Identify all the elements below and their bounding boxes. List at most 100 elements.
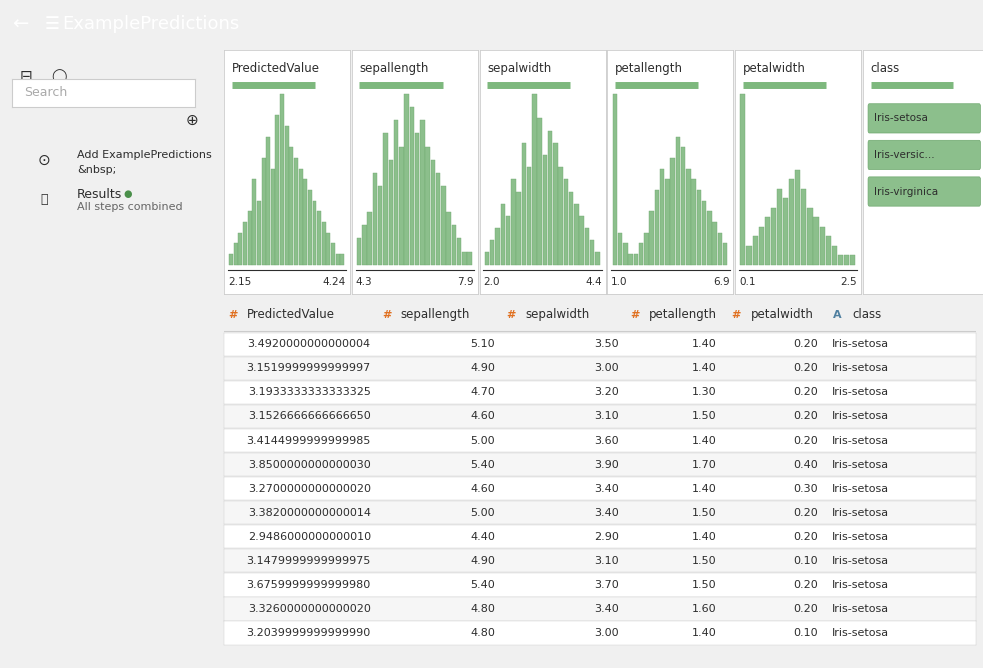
Bar <box>765 217 770 265</box>
Text: Iris-virginica: Iris-virginica <box>874 186 939 196</box>
Text: Iris-setosa: Iris-setosa <box>832 508 889 518</box>
Bar <box>759 226 764 265</box>
Bar <box>843 255 849 265</box>
Text: 0.20: 0.20 <box>793 532 818 542</box>
Bar <box>415 134 420 265</box>
Bar <box>789 179 794 265</box>
Text: 1.40: 1.40 <box>692 628 717 638</box>
Bar <box>753 236 758 265</box>
Bar <box>495 228 499 265</box>
Text: Add ExamplePredictions: Add ExamplePredictions <box>77 150 211 160</box>
Text: 1.30: 1.30 <box>692 387 717 397</box>
Text: Iris-setosa: Iris-setosa <box>832 460 889 470</box>
Bar <box>441 186 445 265</box>
Text: 7.9: 7.9 <box>457 277 474 287</box>
Text: 1.50: 1.50 <box>692 556 717 566</box>
Text: 3.10: 3.10 <box>595 556 619 566</box>
Bar <box>681 148 685 265</box>
Text: 3.2039999999999990: 3.2039999999999990 <box>247 628 371 638</box>
Text: #: # <box>228 310 237 319</box>
Bar <box>485 253 490 265</box>
Text: Iris-setosa: Iris-setosa <box>832 604 889 614</box>
Bar <box>243 222 247 265</box>
Bar <box>253 179 257 265</box>
Text: 0.20: 0.20 <box>793 580 818 590</box>
Text: 3.40: 3.40 <box>594 484 619 494</box>
Text: 0.40: 0.40 <box>793 460 818 470</box>
Bar <box>713 222 717 265</box>
Text: 0.30: 0.30 <box>793 484 818 494</box>
Text: 3.60: 3.60 <box>595 436 619 446</box>
Bar <box>771 208 776 265</box>
Text: petallength: petallength <box>615 62 683 75</box>
Bar <box>553 143 557 265</box>
Text: Search: Search <box>25 86 68 100</box>
Bar <box>850 255 855 265</box>
Text: 📋: 📋 <box>40 193 48 206</box>
Text: 0.20: 0.20 <box>793 411 818 422</box>
Text: 3.8500000000000030: 3.8500000000000030 <box>248 460 371 470</box>
Bar <box>569 192 573 265</box>
Text: 4.80: 4.80 <box>470 628 494 638</box>
Bar <box>801 189 806 265</box>
Bar <box>331 243 335 265</box>
Text: 0.20: 0.20 <box>793 436 818 446</box>
Bar <box>313 200 317 265</box>
Bar <box>321 222 325 265</box>
Bar <box>813 217 819 265</box>
Text: ●: ● <box>123 189 132 199</box>
Bar <box>257 200 260 265</box>
Bar <box>285 126 289 265</box>
Bar <box>500 204 505 265</box>
Bar <box>490 240 494 265</box>
Text: 4.24: 4.24 <box>323 277 346 287</box>
Bar <box>723 243 727 265</box>
Text: 1.40: 1.40 <box>692 484 717 494</box>
Text: 4.70: 4.70 <box>470 387 494 397</box>
Bar <box>451 225 456 265</box>
Text: 2.15: 2.15 <box>228 277 251 287</box>
Bar <box>335 254 339 265</box>
Text: Results: Results <box>77 188 122 201</box>
Bar <box>675 137 680 265</box>
Bar <box>446 212 451 265</box>
Text: 1.40: 1.40 <box>692 363 717 373</box>
Text: &nbsp;: &nbsp; <box>77 165 116 175</box>
Text: 5.00: 5.00 <box>470 436 494 446</box>
Bar <box>340 254 344 265</box>
Text: 3.40: 3.40 <box>594 508 619 518</box>
Text: Iris-setosa: Iris-setosa <box>874 114 928 124</box>
Text: 3.1933333333333325: 3.1933333333333325 <box>248 387 371 397</box>
Text: Iris-setosa: Iris-setosa <box>832 387 889 397</box>
Text: sepallength: sepallength <box>401 308 470 321</box>
Text: 3.70: 3.70 <box>594 580 619 590</box>
Bar <box>399 146 403 265</box>
Text: 3.4920000000000004: 3.4920000000000004 <box>248 339 371 349</box>
Text: sepalwidth: sepalwidth <box>525 308 589 321</box>
Bar <box>368 212 372 265</box>
Text: #: # <box>382 310 391 319</box>
Text: ⊕: ⊕ <box>185 112 198 128</box>
Text: 3.3260000000000020: 3.3260000000000020 <box>248 604 371 614</box>
Bar <box>628 254 633 265</box>
Text: Iris-setosa: Iris-setosa <box>832 484 889 494</box>
Bar <box>655 190 659 265</box>
FancyBboxPatch shape <box>868 140 980 170</box>
Bar <box>650 211 654 265</box>
Bar <box>388 160 393 265</box>
Bar <box>326 232 330 265</box>
Bar <box>807 208 813 265</box>
Bar <box>558 167 563 265</box>
Bar <box>318 211 321 265</box>
Bar <box>275 116 279 265</box>
Text: #: # <box>630 310 640 319</box>
Text: ☰: ☰ <box>44 15 59 33</box>
Text: 5.10: 5.10 <box>470 339 494 349</box>
Text: 2.0: 2.0 <box>484 277 500 287</box>
Text: 4.4: 4.4 <box>585 277 602 287</box>
FancyBboxPatch shape <box>868 104 980 133</box>
Bar <box>585 228 589 265</box>
Text: 1.50: 1.50 <box>692 411 717 422</box>
Text: Iris-setosa: Iris-setosa <box>832 339 889 349</box>
Bar <box>404 94 409 265</box>
